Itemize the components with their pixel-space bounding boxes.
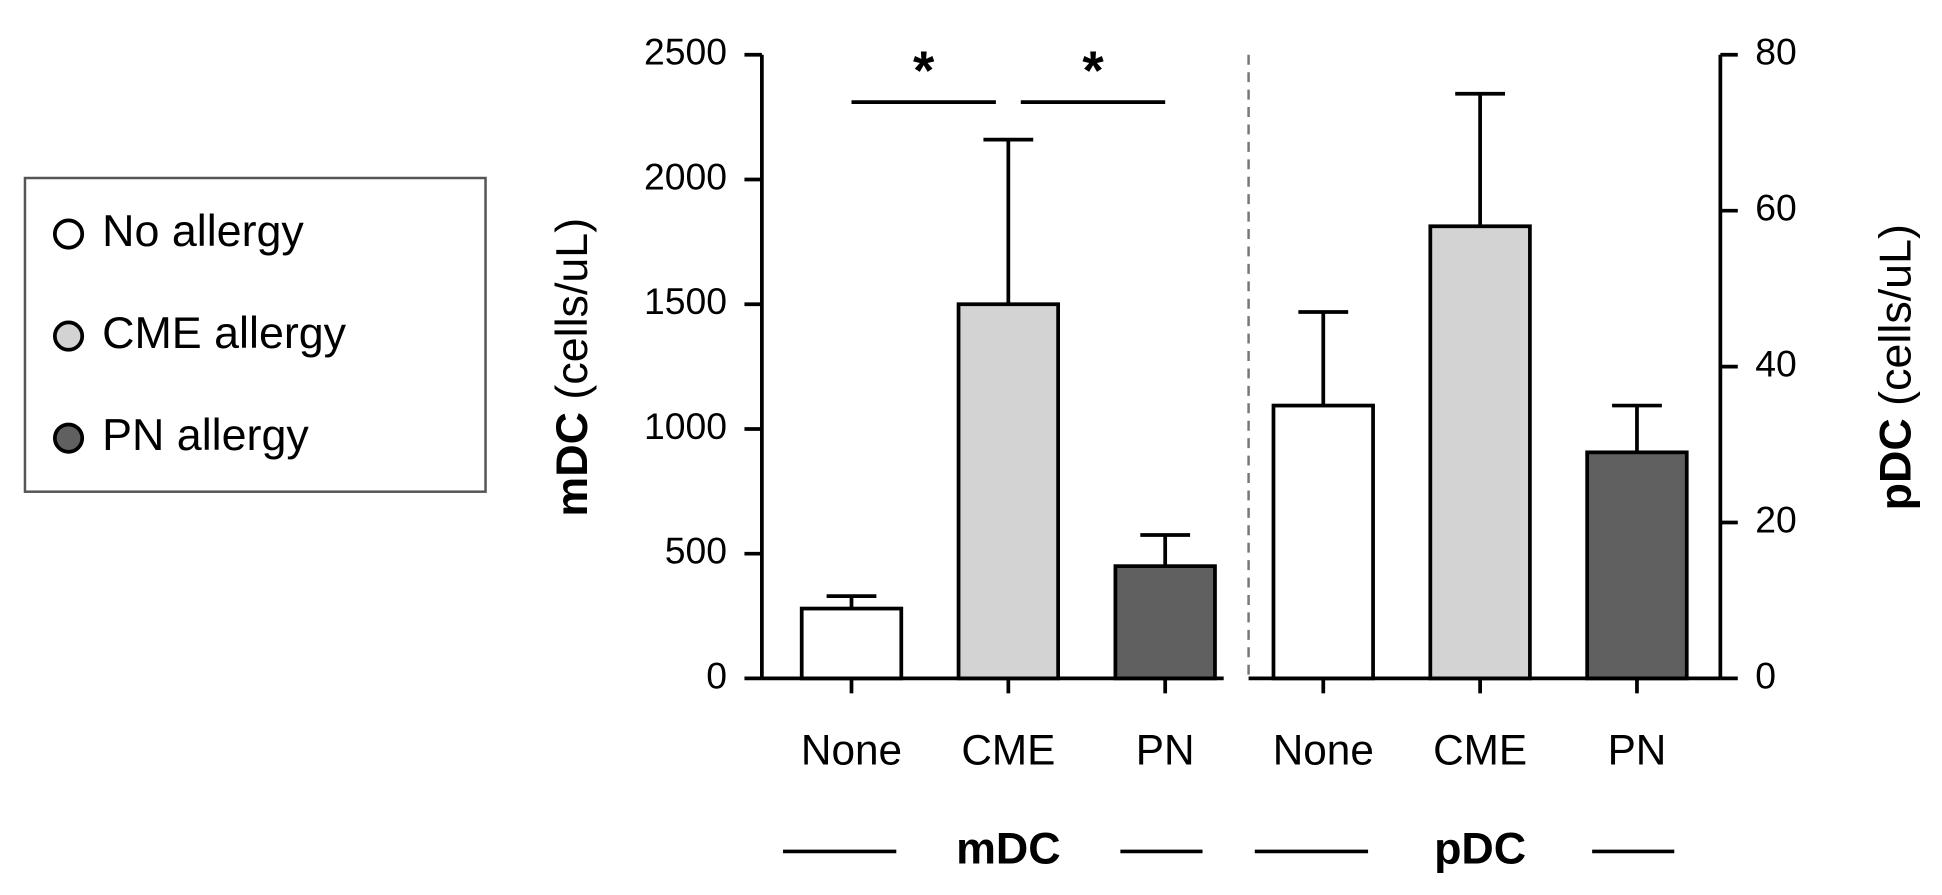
x-tick-label: CME: [961, 726, 1055, 773]
y-axis-label-unit: (cells/uL): [547, 218, 597, 400]
x-tick-label: PN: [1136, 726, 1195, 773]
bar: [1428, 224, 1532, 681]
bar: [956, 302, 1061, 681]
x-tick-label: None: [801, 726, 902, 773]
significance-star: *: [1082, 39, 1104, 101]
y-tick-label: 500: [665, 530, 727, 572]
y-tick-label: 1000: [644, 405, 727, 447]
y2-tick-label: 0: [1755, 654, 1776, 696]
bar: [799, 606, 904, 681]
y-tick-label: 2000: [644, 155, 727, 197]
x-tick-label: None: [1273, 726, 1374, 773]
group-label: mDC: [956, 823, 1061, 873]
legend-marker: [52, 218, 85, 250]
y-axis-label: mDC (cells/uL): [547, 218, 597, 517]
significance-star: *: [913, 39, 935, 101]
group-label: pDC: [1434, 823, 1526, 873]
legend-box: [23, 176, 487, 493]
y2-axis-label: pDC (cells/uL): [1870, 224, 1920, 510]
legend-marker: [52, 320, 85, 352]
x-tick-label: PN: [1608, 726, 1667, 773]
bar: [1113, 564, 1217, 681]
y2-axis-label-bold: pDC: [1870, 418, 1920, 510]
y2-axis-label-unit: (cells/uL): [1870, 224, 1920, 406]
y2-tick-label: 60: [1755, 187, 1797, 229]
y-tick-label: 1500: [644, 280, 727, 322]
legend-label: No allergy: [102, 206, 304, 256]
legend-label: CME allergy: [102, 308, 347, 358]
legend-marker: [52, 422, 85, 454]
y2-tick-label: 20: [1755, 498, 1797, 540]
x-tick-label: CME: [1433, 726, 1527, 773]
y-tick-label: 2500: [644, 31, 727, 73]
y-tick-label: 0: [706, 654, 727, 696]
bar: [1271, 403, 1375, 681]
bar: [1585, 450, 1689, 681]
y2-tick-label: 80: [1755, 31, 1797, 73]
legend-label: PN allergy: [102, 410, 309, 460]
y2-tick-label: 40: [1755, 342, 1797, 384]
y-axis-label-bold: mDC: [547, 412, 597, 517]
